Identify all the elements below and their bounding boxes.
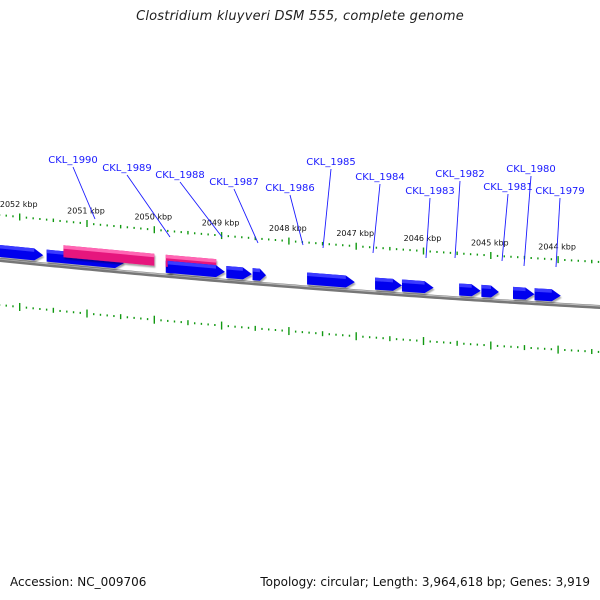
gene-label: CKL_1989 [102,163,152,174]
gene-label: CKL_1990 [48,155,98,166]
genome-summary-text: Topology: circular; Length: 3,964,618 bp… [260,575,590,589]
gene-features [0,244,561,302]
gene-label-leader [425,197,431,259]
scale-label: 2052 kbp [0,200,38,209]
scale-ticks: 2052 kbp 2051 kbp 2050 kbp 2049 kbp 2048 kbp… [0,200,600,355]
gene-arrow [513,286,535,300]
gene-label: CKL_1982 [435,169,485,180]
backbone-line [0,257,600,309]
scale-label: 2047 kbp [336,229,374,238]
scale-label: 2050 kbp [134,213,172,222]
scale-label: 2046 kbp [404,234,442,243]
backbone-highlight [0,258,600,307]
gene-label-leader [454,180,461,259]
scale-label: 2049 kbp [202,219,240,228]
scale-label: 2045 kbp [471,238,509,247]
sequence-backbone [0,257,600,309]
gene-arrow [459,283,481,297]
gene-label: CKL_1988 [155,170,205,181]
gene-label: CKL_1980 [506,164,556,175]
accession-text: Accession: NC_009706 [10,575,147,589]
gene-label: CKL_1987 [209,177,259,188]
scale-label: 2048 kbp [269,224,307,233]
gene-label: CKL_1984 [355,172,405,183]
gene-label-leader [233,188,259,244]
gene-label: CKL_1986 [265,183,315,194]
gene-arrow [401,279,434,294]
gene-label-leader [289,194,304,246]
gene-arrow [167,260,225,278]
gene-arrow [252,268,267,281]
gene-label-leader [523,175,532,267]
gene-label-leader [179,181,223,238]
gene-label: CKL_1979 [535,186,585,197]
gene-label-leader [126,174,171,238]
gene-arrow [0,244,44,261]
gene-label-leader [72,166,96,220]
gene-label: CKL_1983 [405,186,455,197]
gene-label-leader [372,183,381,254]
gene-label: CKL_1985 [306,157,356,168]
gene-arrow [307,272,355,288]
genome-title: Clostridium kluyveri DSM 555, complete g… [136,9,464,24]
gene-arrow [226,265,252,280]
pseudogene-bar [63,245,155,266]
gene-label: CKL_1981 [483,182,533,193]
gene-label-leader [501,193,509,262]
gene-label-leader [322,168,332,249]
scale-label: 2051 kbp [67,207,105,216]
gene-arrow [534,288,561,302]
gene-label-leader [555,197,561,268]
gene-arrow [375,277,402,291]
gene-arrow [481,284,499,298]
